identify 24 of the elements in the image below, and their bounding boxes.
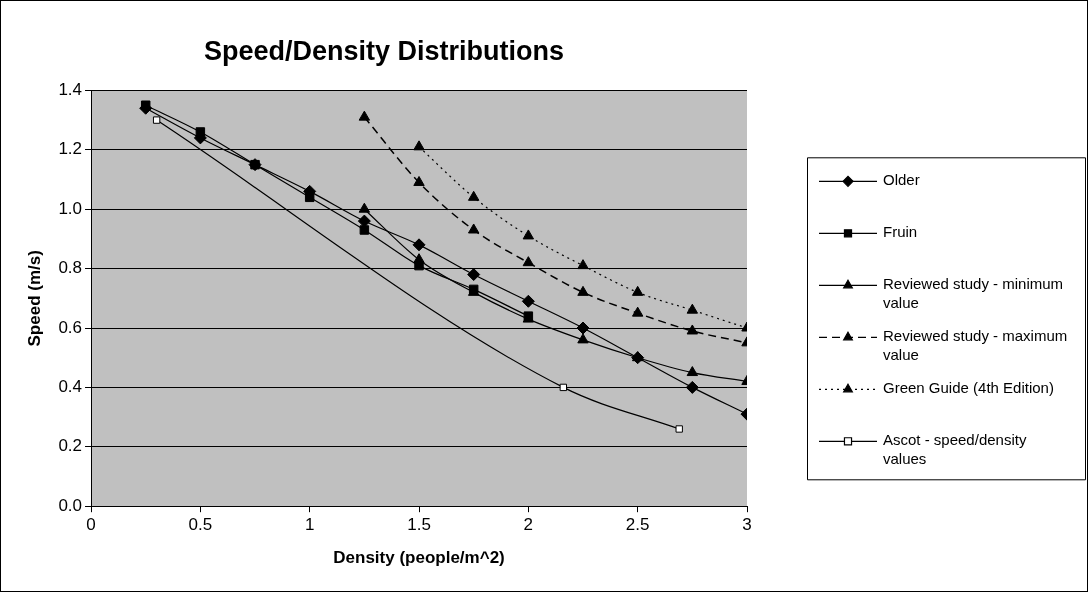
x-axis-title: Density (people/m^2) [333,548,505,568]
legend-label: Reviewed study - minimum value [883,275,1064,312]
legend-label: Older [883,171,920,189]
y-tick-label: 0.0 [58,495,83,515]
legend-label: Reviewed study - maximum value [883,327,1068,364]
x-tick-label: 2 [523,515,534,535]
y-tick-label: 1.4 [58,80,83,100]
x-tick-label: 0 [86,515,96,535]
y-tick-label: 1.0 [58,198,83,218]
legend-label: Ascot - speed/density values [883,431,1027,468]
chart-title: Speed/Density Distributions [203,35,565,66]
y-tick-label: 1.2 [58,139,83,159]
y-tick-label: 0.6 [58,317,83,337]
x-tick-label: 1 [304,515,315,535]
y-axis-title: Speed (m/s) [24,250,44,347]
x-tick-label: 3 [742,515,752,535]
legend-label: Green Guide (4th Edition) [883,379,1054,397]
y-tick-label: 0.2 [58,436,83,456]
y-tick-label: 0.8 [58,258,83,278]
y-tick-label: 0.4 [58,377,83,397]
x-tick-label: 0.5 [188,515,213,535]
x-tick-label: 2.5 [625,515,650,535]
x-tick-label: 1.5 [407,515,431,535]
legend-label: Fruin [883,223,918,241]
